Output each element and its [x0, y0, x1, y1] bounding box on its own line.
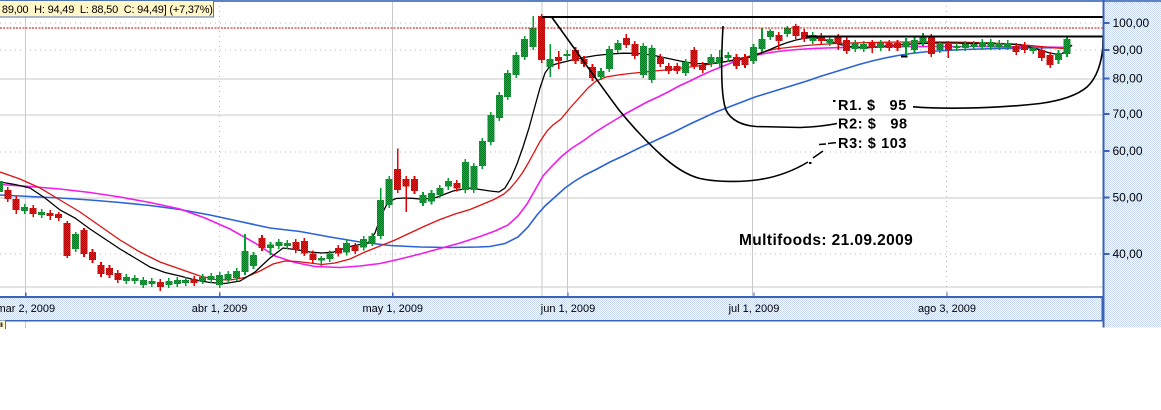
svg-text:90,00: 90,00 [1113, 43, 1143, 57]
svg-text:R1. $ 95: R1. $ 95 [838, 98, 907, 114]
svg-text:jun 1, 2009: jun 1, 2009 [540, 303, 595, 315]
svg-text:mar 2, 2009: mar 2, 2009 [0, 303, 55, 315]
svg-text:R3: $ 103: R3: $ 103 [838, 136, 907, 152]
svg-text:ago 3, 2009: ago 3, 2009 [918, 303, 976, 315]
svg-text:Multifoods: 21.09.2009: Multifoods: 21.09.2009 [739, 232, 913, 249]
svg-text:R2: $ 98: R2: $ 98 [838, 117, 908, 133]
svg-text:may 1, 2009: may 1, 2009 [363, 303, 424, 315]
svg-text:abr 1, 2009: abr 1, 2009 [192, 303, 248, 315]
svg-text:50,00: 50,00 [1113, 191, 1143, 205]
svg-text:100,00: 100,00 [1113, 16, 1150, 30]
svg-text:[O: 89,00 H: 94,49 L: 88,50: [O: 89,00 H: 94,49 L: 88,50 C: 94,49] (+… [0, 4, 213, 16]
svg-text:70,00: 70,00 [1113, 107, 1143, 121]
svg-text:jul 1, 2009: jul 1, 2009 [728, 303, 780, 315]
svg-text:60,00: 60,00 [1113, 144, 1143, 158]
svg-text:80,00: 80,00 [1113, 72, 1143, 86]
svg-text:40,00: 40,00 [1113, 247, 1143, 261]
